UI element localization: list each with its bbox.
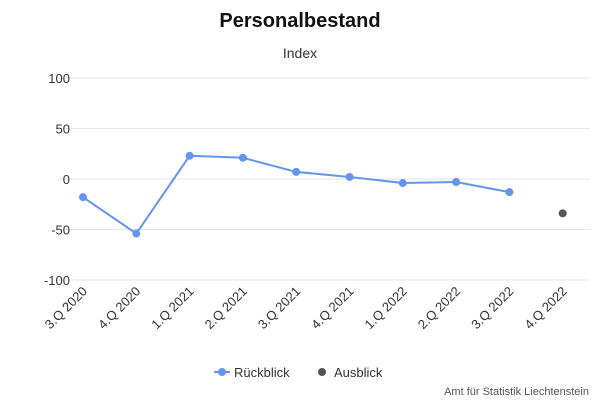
data-point[interactable] [292,167,301,176]
series-line [82,154,510,235]
data-point[interactable] [238,153,247,162]
legend[interactable]: Rückblick Ausblick [214,365,383,380]
chart-subtitle: Index [283,45,317,61]
legend-item[interactable]: Ausblick [318,365,383,380]
x-tick-label: 3.Q 2020 [42,284,90,332]
data-point[interactable] [79,193,87,202]
legend-label: Ausblick [334,365,383,380]
chart-credit: Amt für Statistik Liechtenstein [444,386,589,398]
data-point[interactable] [558,209,567,218]
y-tick-label: -100 [44,273,70,288]
x-tick-label: 2.Q 2022 [415,284,463,332]
data-point[interactable] [505,188,514,197]
x-tick-label: 4.Q 2020 [95,284,143,332]
series-ausblick [558,209,567,218]
plot-area [79,151,567,238]
legend-label: Rückblick [234,365,290,380]
y-tick-label: 100 [48,71,70,86]
y-tick-label: 50 [56,122,70,137]
data-point[interactable] [185,151,194,160]
x-axis-labels: 3.Q 2020 4.Q 2020 1.Q 2021 2.Q 2021 3.Q 2021… [42,284,570,332]
legend-marker [218,368,226,376]
x-tick-label: 1.Q 2022 [361,284,409,332]
x-tick-label: 3.Q 2021 [255,284,303,332]
x-tick-label: 2.Q 2021 [202,284,250,332]
legend-marker [318,368,326,376]
data-point[interactable] [398,179,407,188]
series-rueckblick [79,151,514,238]
chart-title: Personalbestand [219,10,380,32]
legend-item[interactable]: Rückblick [214,365,290,380]
x-tick-label: 4.Q 2021 [308,284,356,332]
data-point[interactable] [132,229,141,238]
x-tick-label: 3.Q 2022 [468,284,516,332]
x-tick-label: 1.Q 2021 [148,284,196,332]
y-tick-label: -50 [51,223,70,238]
x-tick-label: 4.Q 2022 [521,284,569,332]
y-axis-labels: 100 50 0 -50 -100 [44,71,70,288]
y-tick-label: 0 [63,172,70,187]
grid-lines [57,77,590,281]
data-point[interactable] [345,172,354,181]
data-point[interactable] [452,178,461,187]
